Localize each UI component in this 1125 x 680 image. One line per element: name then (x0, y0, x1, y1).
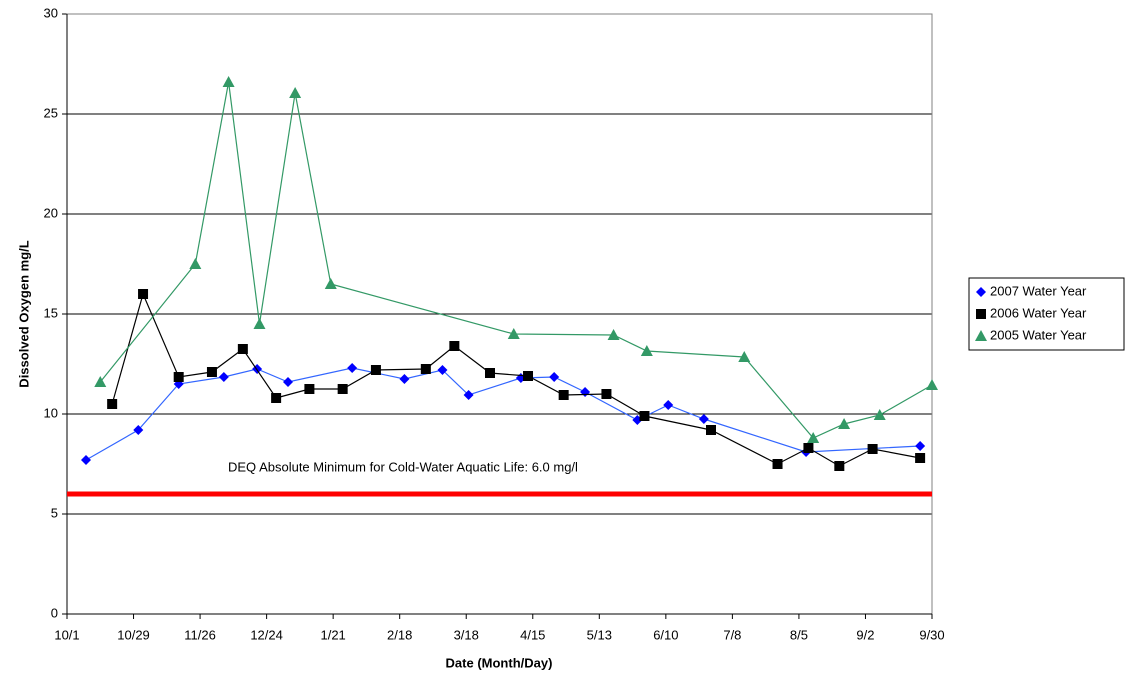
y-tick-label: 0 (51, 605, 58, 620)
marker (218, 372, 229, 382)
series-line (111, 292, 921, 467)
marker (81, 455, 92, 465)
x-tick-label: 10/29 (117, 627, 150, 642)
marker (189, 258, 202, 269)
y-tick-label: 20 (44, 205, 58, 220)
marker (463, 390, 474, 400)
marker (484, 368, 495, 378)
y-tick-label: 5 (51, 505, 58, 520)
x-tick-label: 11/26 (184, 627, 216, 642)
marker (370, 365, 381, 375)
legend-label: 2005 Water Year (990, 327, 1087, 342)
marker (976, 287, 986, 297)
marker (698, 414, 709, 424)
x-axis-title: Date (Month/Day) (446, 655, 553, 670)
y-axis-title: Dissolved Oxygen mg/L (16, 240, 31, 387)
x-tick-label: 6/10 (653, 627, 678, 642)
x-tick-label: 2/18 (387, 627, 412, 642)
marker (915, 441, 926, 451)
y-tick-label: 10 (44, 405, 58, 420)
x-tick-label: 8/5 (790, 627, 808, 642)
x-tick-label: 10/1 (54, 627, 79, 642)
marker (607, 329, 620, 340)
marker (133, 425, 144, 435)
marker (976, 309, 986, 319)
marker (173, 372, 184, 382)
threshold-label: DEQ Absolute Minimum for Cold-Water Aqua… (228, 459, 578, 474)
marker (304, 384, 315, 394)
x-tick-label: 3/18 (454, 627, 479, 642)
marker (915, 453, 926, 463)
legend-label: 2007 Water Year (990, 283, 1087, 298)
marker (580, 387, 591, 397)
marker (873, 409, 886, 420)
marker (347, 363, 358, 373)
marker (523, 371, 534, 381)
marker (271, 393, 282, 403)
marker (975, 330, 987, 341)
marker (420, 364, 431, 374)
marker (253, 318, 266, 329)
marker (507, 328, 520, 339)
marker (138, 289, 149, 299)
series-line (99, 81, 933, 439)
marker (549, 372, 560, 382)
marker (222, 76, 235, 87)
x-tick-label: 1/21 (320, 627, 345, 642)
legend-label: 2006 Water Year (990, 305, 1087, 320)
marker (926, 379, 938, 390)
marker (289, 87, 302, 98)
y-tick-label: 25 (44, 105, 58, 120)
marker (663, 400, 674, 410)
marker (772, 459, 783, 469)
x-tick-label: 9/30 (919, 627, 944, 642)
marker (206, 367, 217, 377)
marker (807, 432, 820, 443)
x-tick-label: 9/2 (856, 627, 874, 642)
series-line (85, 367, 921, 461)
marker (705, 425, 716, 435)
legend-box (968, 277, 1125, 351)
marker (324, 278, 337, 289)
x-tick-label: 4/15 (520, 627, 545, 642)
x-tick-label: 5/13 (587, 627, 612, 642)
marker (399, 374, 410, 384)
marker (437, 365, 448, 375)
x-tick-label: 12/24 (250, 627, 283, 642)
y-tick-label: 30 (44, 5, 58, 20)
marker (640, 345, 653, 356)
marker (283, 377, 294, 387)
marker (738, 351, 751, 362)
marker (601, 389, 612, 399)
marker (834, 461, 845, 471)
marker (639, 411, 650, 421)
marker (94, 376, 107, 387)
marker (558, 390, 569, 400)
marker (107, 399, 118, 409)
marker (337, 384, 348, 394)
marker (237, 344, 248, 354)
marker (867, 444, 878, 454)
marker (803, 443, 814, 453)
marker (449, 341, 460, 351)
y-tick-label: 15 (44, 305, 58, 320)
x-tick-label: 7/8 (723, 627, 741, 642)
marker (838, 418, 851, 429)
